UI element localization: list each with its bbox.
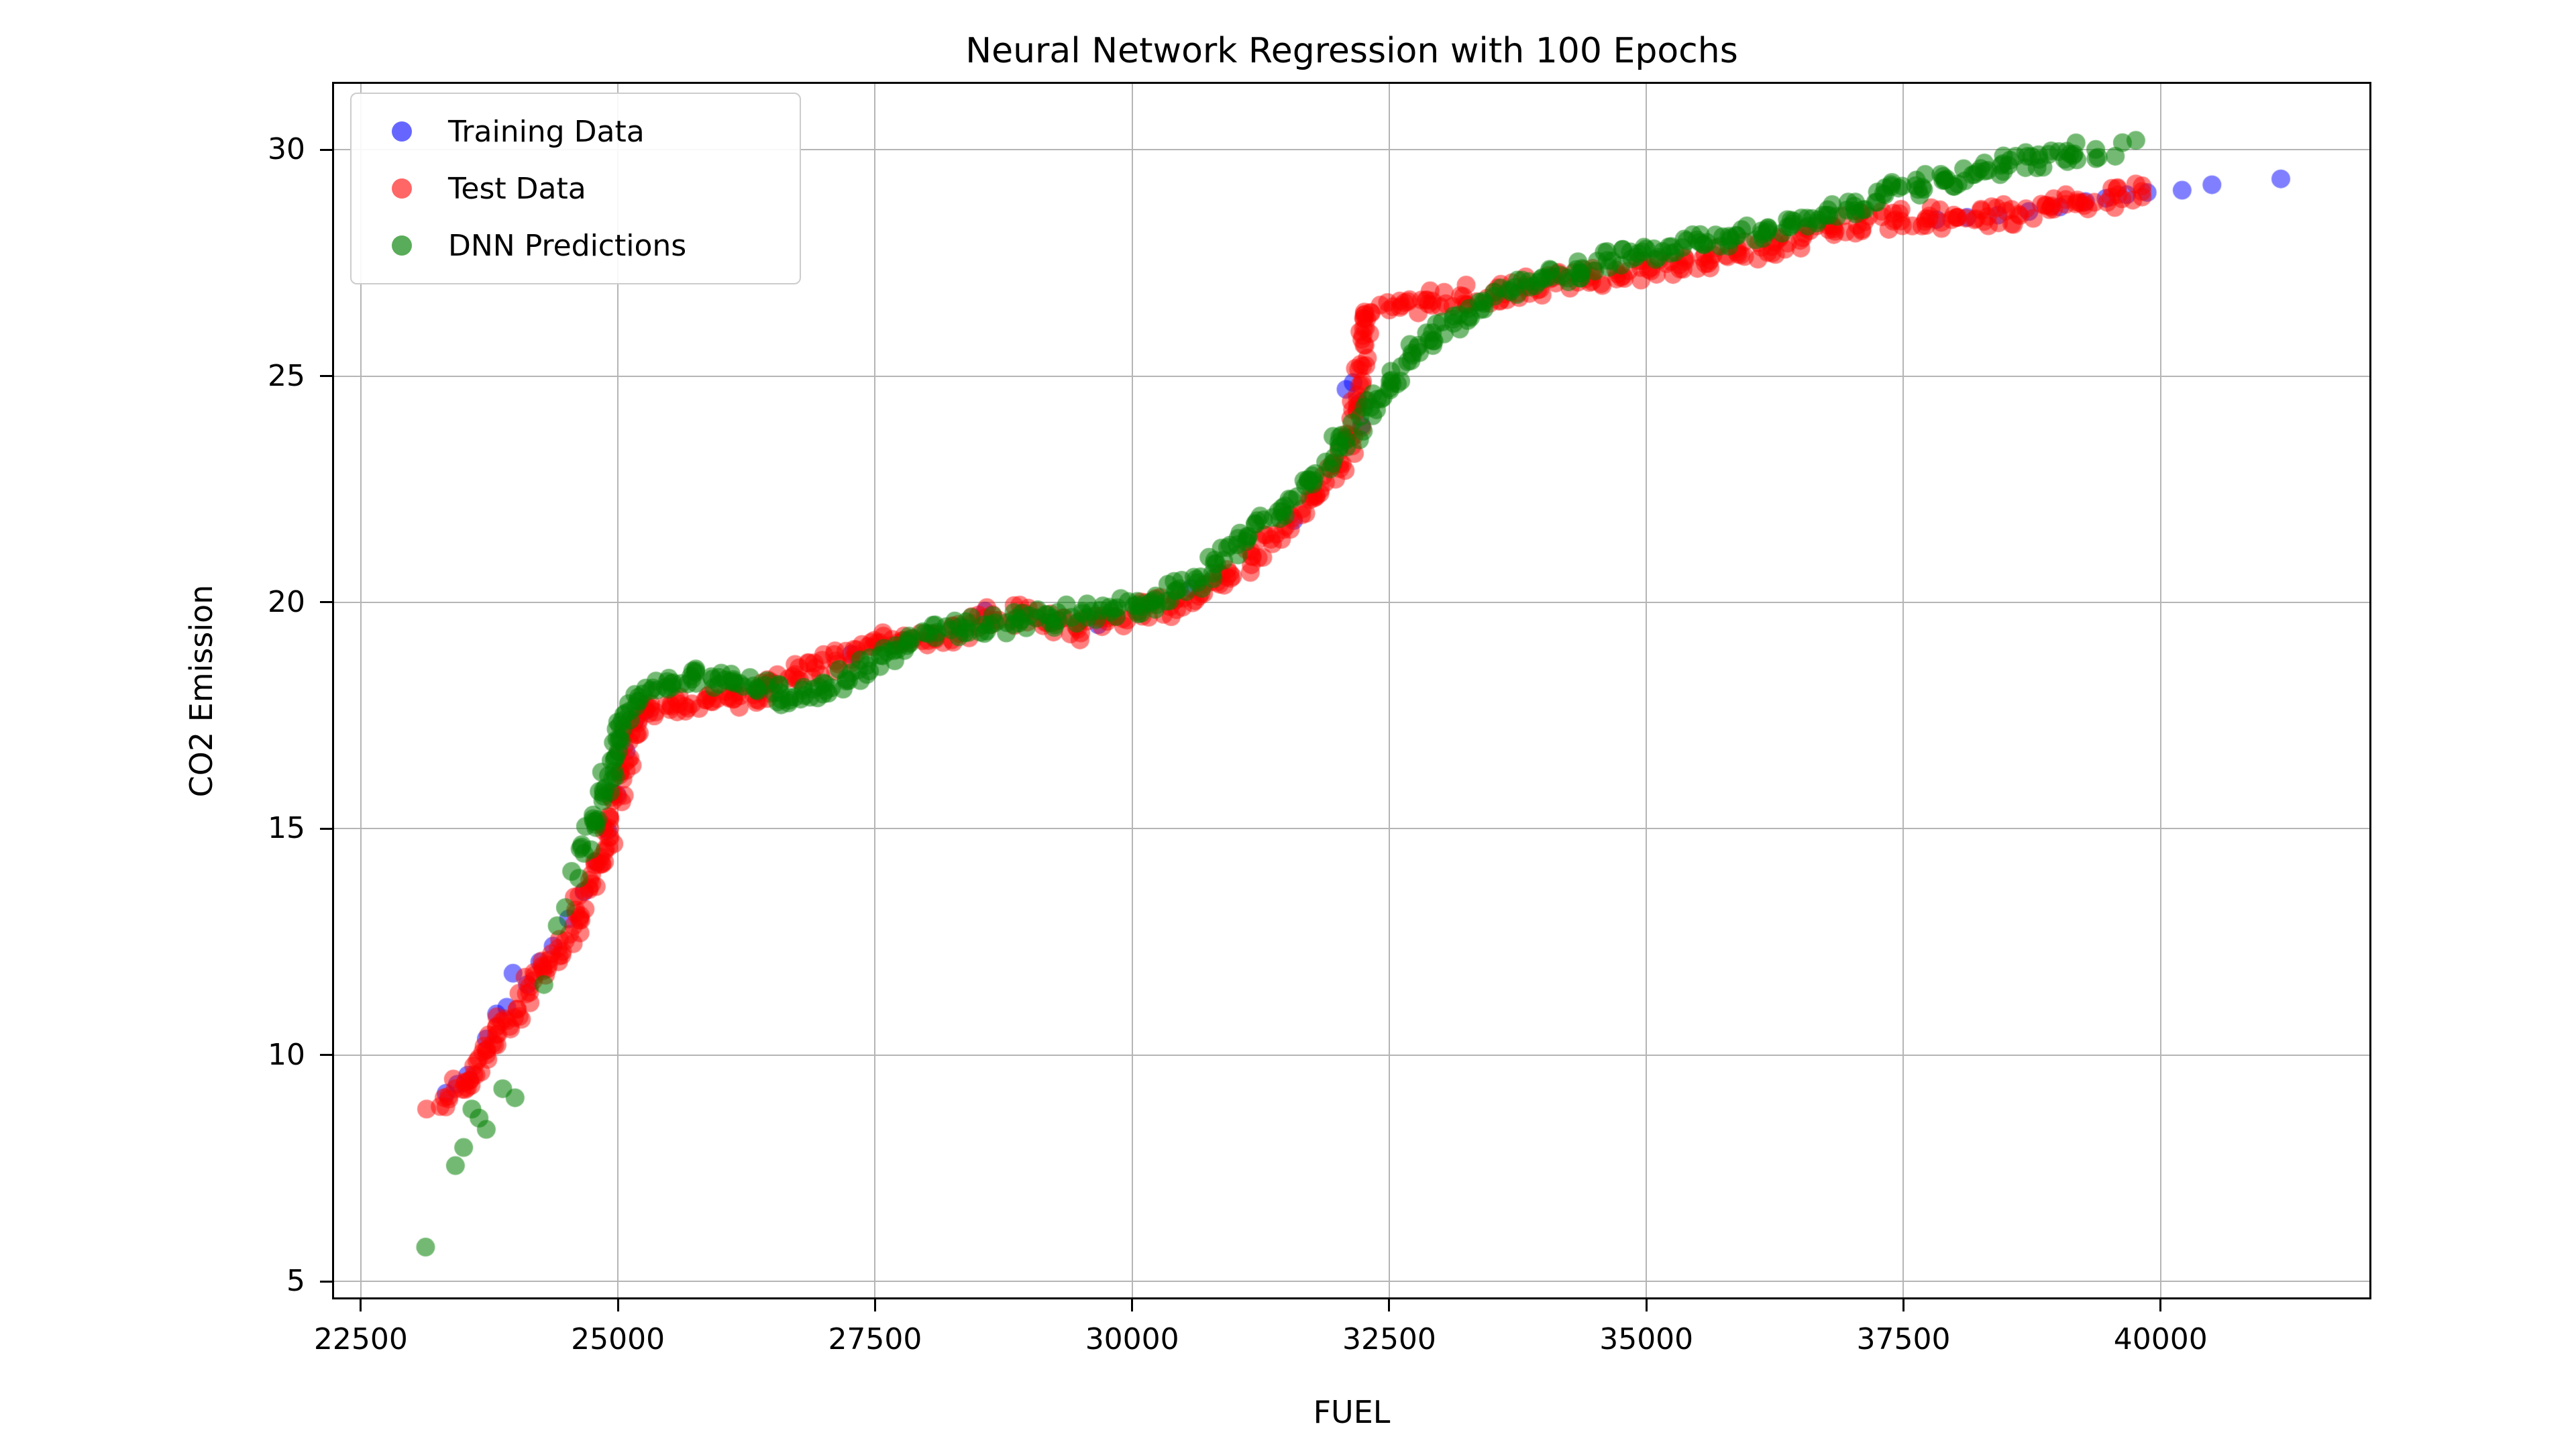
y-tick-label: 30 [268, 132, 305, 167]
legend-marker-training-icon [392, 121, 412, 142]
legend-label-training: Training Data [448, 114, 645, 149]
x-tick-mark [873, 1299, 876, 1311]
x-tick-mark [1131, 1299, 1134, 1311]
legend: Training Data Test Data DNN Predictions [350, 93, 801, 284]
x-tick-label: 30000 [1085, 1322, 1179, 1356]
x-axis-label: FUEL [1313, 1394, 1391, 1430]
x-tick-mark [1902, 1299, 1904, 1311]
x-tick-mark [616, 1299, 619, 1311]
y-tick-label: 15 [268, 811, 305, 846]
x-tick-mark [2159, 1299, 2162, 1311]
y-tick-mark [320, 148, 332, 151]
legend-marker-test-icon [392, 178, 412, 199]
y-tick-mark [320, 601, 332, 604]
x-tick-mark [360, 1299, 362, 1311]
x-tick-mark [1645, 1299, 1648, 1311]
y-tick-label: 25 [268, 358, 305, 393]
x-tick-label: 25000 [571, 1322, 665, 1356]
x-tick-label: 22500 [313, 1322, 408, 1356]
chart-title: Neural Network Regression with 100 Epoch… [965, 31, 1738, 71]
x-tick-label: 27500 [828, 1322, 922, 1356]
legend-item-training: Training Data [392, 115, 800, 149]
legend-label-dnn: DNN Predictions [448, 228, 687, 263]
x-tick-label: 37500 [1856, 1322, 1951, 1356]
x-tick-mark [1388, 1299, 1391, 1311]
x-tick-label: 32500 [1342, 1322, 1436, 1356]
scatter-canvas [334, 84, 2373, 1301]
x-tick-label: 40000 [2113, 1322, 2208, 1356]
legend-item-test: Test Data [392, 172, 800, 206]
legend-marker-dnn-icon [392, 235, 412, 256]
y-tick-label: 20 [268, 584, 305, 619]
y-tick-mark [320, 1054, 332, 1057]
y-tick-mark [320, 1280, 332, 1283]
y-tick-mark [320, 827, 332, 830]
y-tick-label: 5 [286, 1264, 305, 1298]
legend-label-test: Test Data [448, 171, 586, 206]
plot-area: Training Data Test Data DNN Predictions [332, 82, 2373, 1301]
y-tick-label: 10 [268, 1037, 305, 1072]
x-tick-label: 35000 [1599, 1322, 1694, 1356]
legend-item-dnn: DNN Predictions [392, 229, 800, 263]
y-tick-mark [320, 375, 332, 378]
